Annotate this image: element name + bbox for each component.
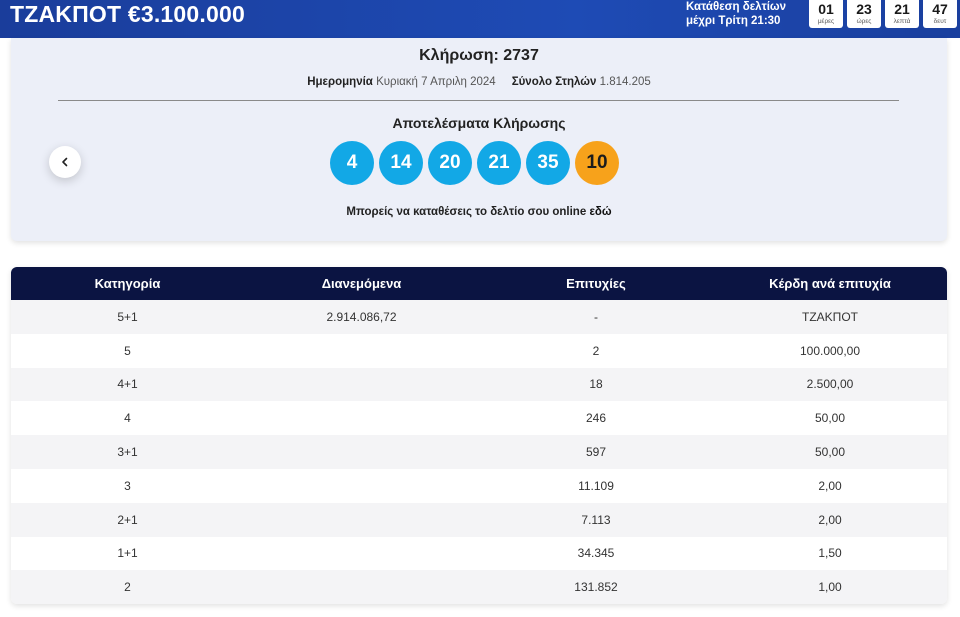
countdown-hours-value: 23 — [856, 1, 872, 17]
jackpot-amount: ΤΖΑΚΠΟΤ €3.100.000 — [10, 1, 245, 27]
cell-prize: 2,00 — [818, 512, 842, 527]
countdown-days: 01 μέρες — [809, 0, 843, 28]
cell-winners: 7.113 — [581, 512, 611, 527]
cell-category: 2+1 — [117, 512, 138, 527]
cell-distributed — [244, 401, 479, 435]
cell-distributed — [244, 570, 479, 604]
header-distributed: Διανεμόμενα — [321, 276, 402, 291]
online-link[interactable]: εδώ — [589, 206, 612, 218]
draw-meta: Ημερομηνία Κυριακή 7 Απριλη 2024 Σύνολο … — [11, 76, 947, 88]
draw-panel: Κλήρωση: 2737 Ημερομηνία Κυριακή 7 Απριλ… — [11, 38, 947, 241]
table-body: 5+1 2.914.086,72 - ΤΖΑΚΠΟΤ 5 2 100.000,00 4+1 18… — [11, 300, 947, 604]
table-row: 5+1 2.914.086,72 - ΤΖΑΚΠΟΤ — [11, 300, 947, 334]
cell-category: 3+1 — [117, 445, 138, 460]
cell-winners: 18 — [589, 377, 603, 392]
table-row: 2+1 7.113 2,00 — [11, 502, 947, 537]
countdown-seconds-value: 47 — [932, 1, 948, 17]
top-bar: ΤΖΑΚΠΟΤ €3.100.000 Κατάθεση δελτίων μέχρ… — [0, 0, 960, 38]
cell-prize: 1,00 — [818, 580, 842, 595]
cell-winners: 2 — [592, 343, 600, 358]
cell-prize: 50,00 — [814, 411, 846, 426]
cell-distributed: 2.914.086,72 — [326, 309, 397, 324]
number-ball: 14 — [379, 141, 423, 185]
header-prize-per-winner: Κέρδη ανά επιτυχία — [769, 276, 891, 291]
deadline-line-1: Κατάθεση δελτίων — [686, 1, 787, 13]
cell-prize: 50,00 — [814, 445, 846, 460]
cell-category: 4 — [124, 411, 131, 426]
cell-distributed — [244, 435, 479, 469]
winning-numbers: 4 14 20 21 35 10 — [330, 141, 619, 185]
table-row: 4 246 50,00 — [11, 401, 947, 436]
cell-prize: 1,50 — [818, 546, 842, 561]
cell-distributed — [244, 503, 479, 537]
countdown-seconds-label: δευτ — [933, 18, 947, 25]
cell-winners: 246 — [585, 411, 607, 426]
countdown-hours: 23 ώρες — [847, 0, 881, 28]
countdown-seconds: 47 δευτ — [923, 0, 957, 28]
header-category: Κατηγορία — [94, 276, 161, 291]
cell-category: 4+1 — [117, 377, 138, 392]
cell-prize: 2,00 — [818, 478, 842, 493]
cell-winners: 34.345 — [577, 546, 615, 561]
cell-distributed — [244, 334, 479, 368]
cell-prize: 2.500,00 — [806, 377, 854, 392]
table-header: Κατηγορία Διανεμόμενα Επιτυχίες Κέρδη αν… — [11, 267, 947, 300]
columns-value: 1.814.205 — [599, 76, 651, 88]
cell-category: 5 — [124, 343, 131, 358]
cell-category: 2 — [124, 580, 131, 595]
cell-distributed — [244, 537, 479, 571]
prize-table: Κατηγορία Διανεμόμενα Επιτυχίες Κέρδη αν… — [11, 267, 947, 604]
cell-winners: 597 — [585, 445, 607, 460]
deadline-line-2: μέχρι Τρίτη 21:30 — [686, 15, 781, 27]
cell-category: 1+1 — [117, 546, 138, 561]
cell-distributed — [244, 368, 479, 402]
cell-distributed — [244, 469, 479, 503]
header-winners: Επιτυχίες — [566, 276, 626, 291]
divider — [58, 100, 899, 101]
countdown-minutes: 21 λεπτά — [885, 0, 919, 28]
cell-winners: - — [594, 309, 598, 324]
cell-prize: 100.000,00 — [799, 343, 861, 358]
table-row: 5 2 100.000,00 — [11, 333, 947, 368]
countdown-timer: 01 μέρες 23 ώρες 21 λεπτά 47 δευτ — [809, 0, 957, 28]
online-text: Μπορείς να καταθέσεις το δελτίο σου onli… — [346, 206, 587, 218]
previous-draw-button[interactable] — [49, 146, 81, 178]
table-row: 3 11.109 2,00 — [11, 468, 947, 503]
online-notice: Μπορείς να καταθέσεις το δελτίο σου onli… — [11, 206, 947, 218]
date-value: Κυριακή 7 Απριλη 2024 — [376, 76, 496, 88]
cell-category: 3 — [124, 478, 131, 493]
table-row: 1+1 34.345 1,50 — [11, 536, 947, 571]
countdown-hours-label: ώρες — [856, 18, 872, 25]
results-title: Αποτελέσματα Κλήρωσης — [392, 115, 566, 131]
countdown-days-label: μέρες — [817, 18, 835, 25]
countdown-minutes-label: λεπτά — [893, 18, 911, 25]
chevron-left-icon — [62, 157, 68, 167]
deadline-text: Κατάθεση δελτίων μέχρι Τρίτη 21:30 — [686, 0, 786, 28]
date-label: Ημερομηνία — [307, 76, 373, 88]
cell-winners: 11.109 — [578, 478, 614, 493]
number-ball: 20 — [428, 141, 472, 185]
table-row: 3+1 597 50,00 — [11, 435, 947, 469]
draw-title: Κλήρωση: 2737 — [419, 47, 539, 64]
number-ball: 4 — [330, 141, 374, 185]
number-ball: 35 — [526, 141, 570, 185]
cell-category: 5+1 — [117, 309, 138, 324]
bonus-ball: 10 — [575, 141, 619, 185]
number-ball: 21 — [477, 141, 521, 185]
cell-winners: 131.852 — [574, 580, 618, 595]
cell-prize: ΤΖΑΚΠΟΤ — [802, 309, 858, 324]
countdown-minutes-value: 21 — [894, 1, 910, 17]
columns-label: Σύνολο Στηλών — [511, 76, 597, 88]
table-row: 2 131.852 1,00 — [11, 570, 947, 604]
table-row: 4+1 18 2.500,00 — [11, 367, 947, 402]
countdown-days-value: 01 — [818, 1, 834, 17]
